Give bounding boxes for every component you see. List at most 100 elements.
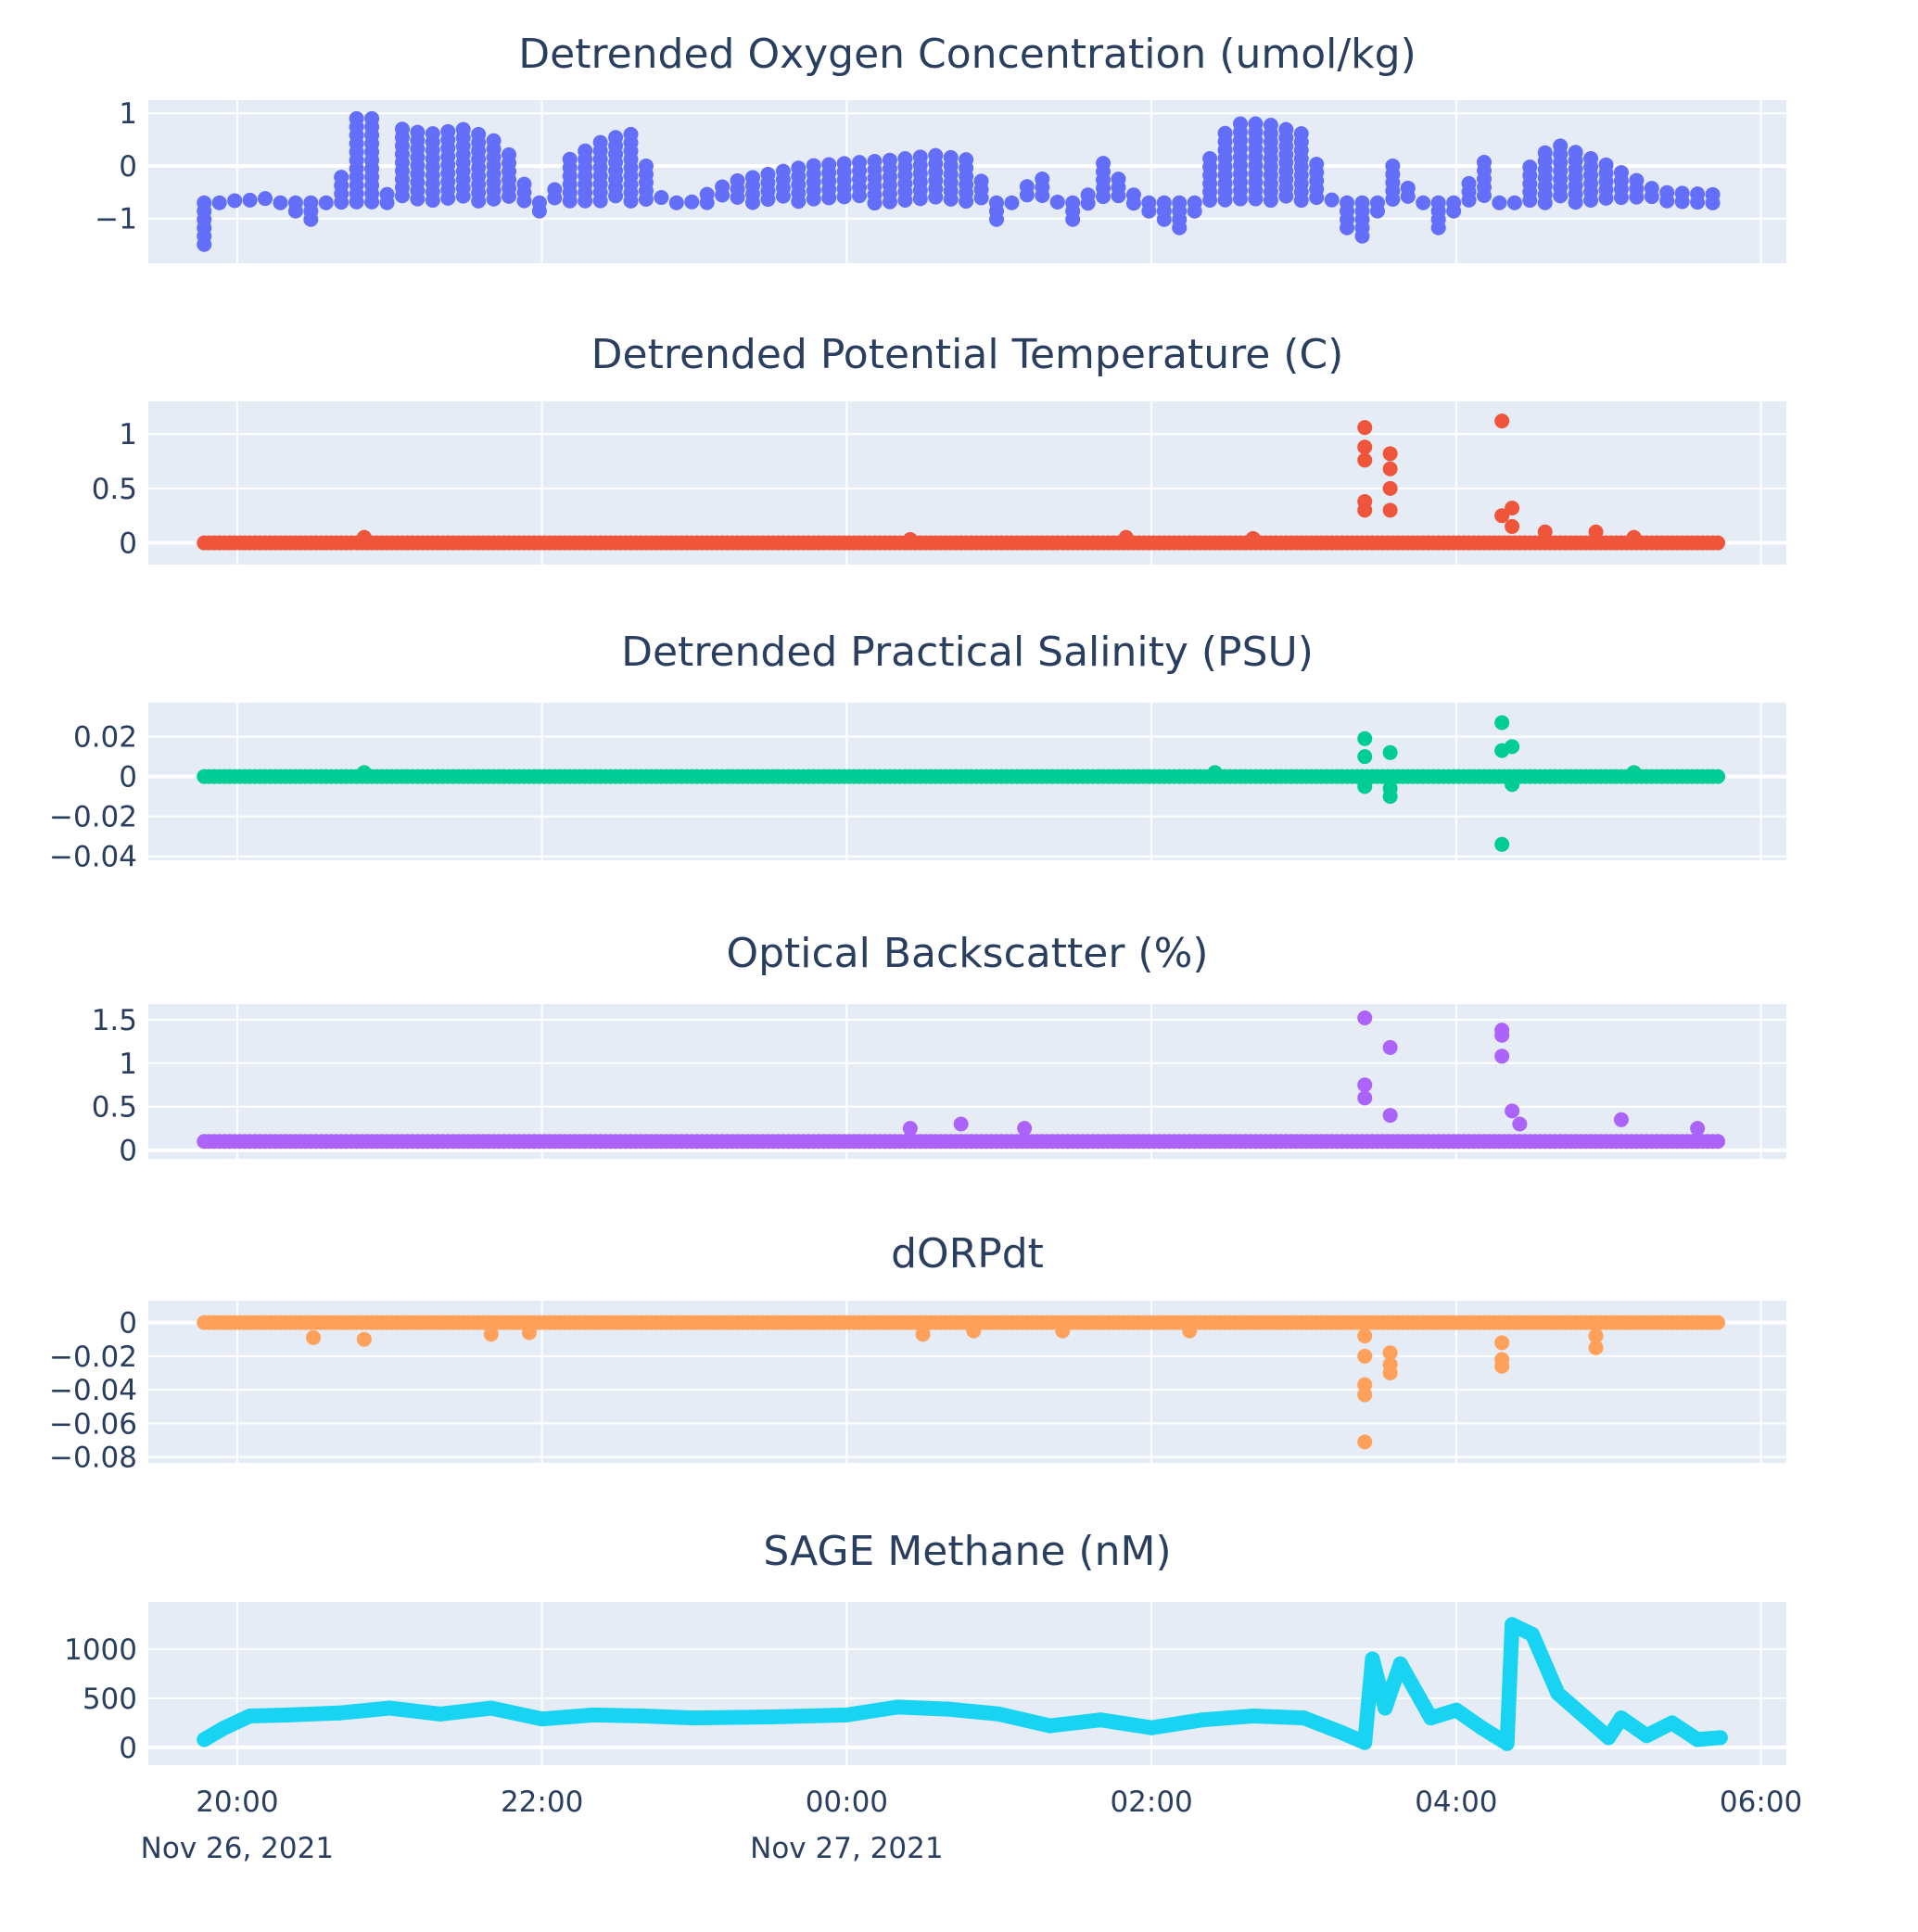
- panel-3-data-point: [1357, 749, 1373, 765]
- panel-1-data-point: [1659, 193, 1675, 209]
- panel-1-data-point: [394, 188, 410, 204]
- panel-2-data-point: [1494, 413, 1510, 429]
- panel-4-data-point: [953, 1116, 969, 1132]
- x-axis: 20:00 Nov 26, 2021 22:00 00:00 Nov 27, 2021 0…: [141, 1786, 1803, 1865]
- panel-6-series: [197, 1617, 1728, 1751]
- panel-6-data-point: [483, 1700, 499, 1716]
- panel-5-data-point: [1357, 1377, 1373, 1392]
- panel-1-data-point: [836, 189, 852, 205]
- panel-1-data-point: [806, 191, 821, 207]
- panel-2-data-point: [1357, 502, 1373, 518]
- x-tick-label: 04:00: [1415, 1786, 1497, 1819]
- panel-5: 0−0.02−0.04−0.06−0.08 dORPdt: [49, 1230, 1786, 1475]
- panel-1-data-point: [1080, 196, 1096, 211]
- panel-6-data-point: [687, 1710, 702, 1726]
- panel-6-data-point: [1042, 1718, 1058, 1734]
- panel-1-data-point: [791, 194, 807, 210]
- panel-5-data-point: [483, 1327, 499, 1342]
- panel-1-data-point: [258, 191, 273, 207]
- panel-1-data-point: [303, 211, 319, 227]
- panel-1-data-point: [1019, 187, 1035, 203]
- panel-2-data-point: [902, 532, 918, 548]
- x-tick-label: 20:00: [196, 1786, 278, 1819]
- panel-1-data-point: [1598, 190, 1614, 206]
- panel-2-data-point: [1357, 452, 1373, 468]
- panel-5-y-tick-label: −0.04: [49, 1374, 137, 1407]
- panel-5-data-point: [1494, 1335, 1510, 1351]
- panel-1-data-point: [973, 190, 989, 206]
- panel-6-data-point: [1499, 1735, 1515, 1751]
- panel-1-data-point: [775, 188, 791, 204]
- panel-3-series: [197, 715, 1726, 852]
- panel-1-data-point: [1492, 195, 1507, 210]
- panel-3-data-point: [1494, 836, 1510, 852]
- panel-2-data-point: [1357, 420, 1373, 436]
- panel-2-data-point: [1537, 524, 1553, 540]
- panel-6-data-point: [331, 1705, 347, 1721]
- panel-2-y-tick-label: 0.5: [92, 473, 137, 506]
- panel-2-data-point: [1357, 439, 1373, 455]
- panel-1-data-point: [959, 194, 974, 210]
- panel-3-y-tick-label: −0.02: [49, 801, 137, 834]
- panel-1-data-point: [715, 187, 730, 203]
- panel-1-data-point: [1309, 190, 1325, 206]
- panel-1-data-point: [684, 194, 700, 210]
- panel-3-data-point: [1382, 744, 1398, 760]
- panel-4-y-tick-label: 1.5: [92, 1004, 137, 1037]
- panel-1-data-point: [1278, 188, 1294, 204]
- panel-3-data-point: [356, 765, 372, 781]
- panel-1-data-point: [1553, 188, 1569, 204]
- panel-4-data-point: [902, 1121, 918, 1137]
- panel-1-data-point: [1324, 192, 1340, 208]
- panel-4-data-point: [1512, 1116, 1528, 1132]
- x-tick-date-label: Nov 26, 2021: [141, 1832, 334, 1865]
- panel-2-data-point: [1382, 480, 1398, 496]
- panel-3-y-tick-label: 0.02: [73, 721, 137, 755]
- panel-1-data-point: [1537, 195, 1553, 210]
- panel-4-data-point: [1494, 1027, 1510, 1043]
- panel-2-data-point: [1505, 518, 1520, 534]
- panel-1-data-point: [1430, 220, 1446, 235]
- panel-6-data-point: [1392, 1656, 1408, 1671]
- panel-6-data-point: [1365, 1651, 1380, 1667]
- panel-6-plot-area: [148, 1602, 1786, 1765]
- panel-1-data-point: [379, 195, 395, 210]
- panel-1-data-point: [867, 196, 883, 211]
- panel-1-data-point: [1522, 193, 1538, 209]
- panel-5-data-point: [1357, 1434, 1373, 1450]
- x-tick-label: 06:00: [1720, 1786, 1802, 1819]
- panel-4-data-point: [1017, 1121, 1033, 1137]
- panel-1-data-point: [211, 195, 227, 210]
- panel-2-data-point: [1118, 529, 1134, 545]
- panel-5-data-point: [1055, 1323, 1071, 1339]
- panel-1-data-point: [455, 188, 471, 204]
- x-tick-label: 00:00: [806, 1786, 888, 1819]
- panel-1-data-point: [273, 195, 288, 210]
- panel-1-data-point: [654, 190, 669, 206]
- panel-1-data-point: [1125, 196, 1141, 211]
- panel-5-y-tick-label: −0.02: [49, 1341, 137, 1374]
- panel-2-series: [197, 413, 1726, 551]
- panel-3-y-tick-label: 0: [119, 761, 137, 794]
- panel-5-data-point: [356, 1331, 372, 1347]
- panel-6-data-point: [1639, 1728, 1655, 1744]
- panel-6-data-point: [1423, 1710, 1439, 1726]
- panel-1-data-point: [1446, 203, 1462, 219]
- panel-6-data-point: [1664, 1715, 1680, 1731]
- panel-2-title: Detrended Potential Temperature (C): [591, 331, 1344, 378]
- panel-5-data-point: [1710, 1315, 1726, 1330]
- panel-2-data-point: [1505, 500, 1520, 515]
- panel-1-data-point: [1476, 187, 1492, 203]
- panel-6-data-point: [1093, 1712, 1109, 1728]
- panel-5-data-point: [915, 1327, 931, 1342]
- panel-3-y-tick-label: −0.04: [49, 841, 137, 874]
- panel-5-data-point: [1357, 1348, 1373, 1364]
- panel-1-data-point: [1035, 187, 1050, 203]
- panel-1-data-point: [440, 190, 456, 206]
- panel-1-data-point: [364, 194, 380, 210]
- panel-5-title: dORPdt: [891, 1230, 1044, 1277]
- panel-6-data-point: [1357, 1735, 1373, 1750]
- panel-6-data-point: [217, 1720, 233, 1735]
- panel-1-data-point: [1141, 203, 1157, 219]
